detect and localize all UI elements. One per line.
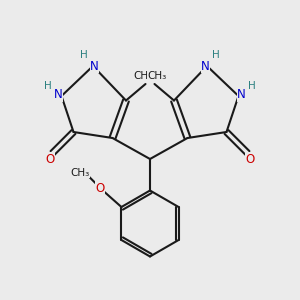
- Text: O: O: [95, 182, 104, 195]
- Text: N: N: [201, 59, 210, 73]
- Text: H: H: [44, 80, 52, 91]
- Text: H: H: [80, 50, 88, 60]
- Text: N: N: [90, 59, 99, 73]
- Text: CH₃: CH₃: [148, 70, 167, 81]
- Text: CH₃: CH₃: [133, 70, 152, 81]
- Text: H: H: [212, 50, 220, 60]
- Text: CH₃: CH₃: [70, 167, 89, 178]
- Text: N: N: [237, 88, 246, 101]
- Text: O: O: [46, 152, 55, 166]
- Text: N: N: [54, 88, 63, 101]
- Text: H: H: [248, 80, 256, 91]
- Text: O: O: [245, 152, 254, 166]
